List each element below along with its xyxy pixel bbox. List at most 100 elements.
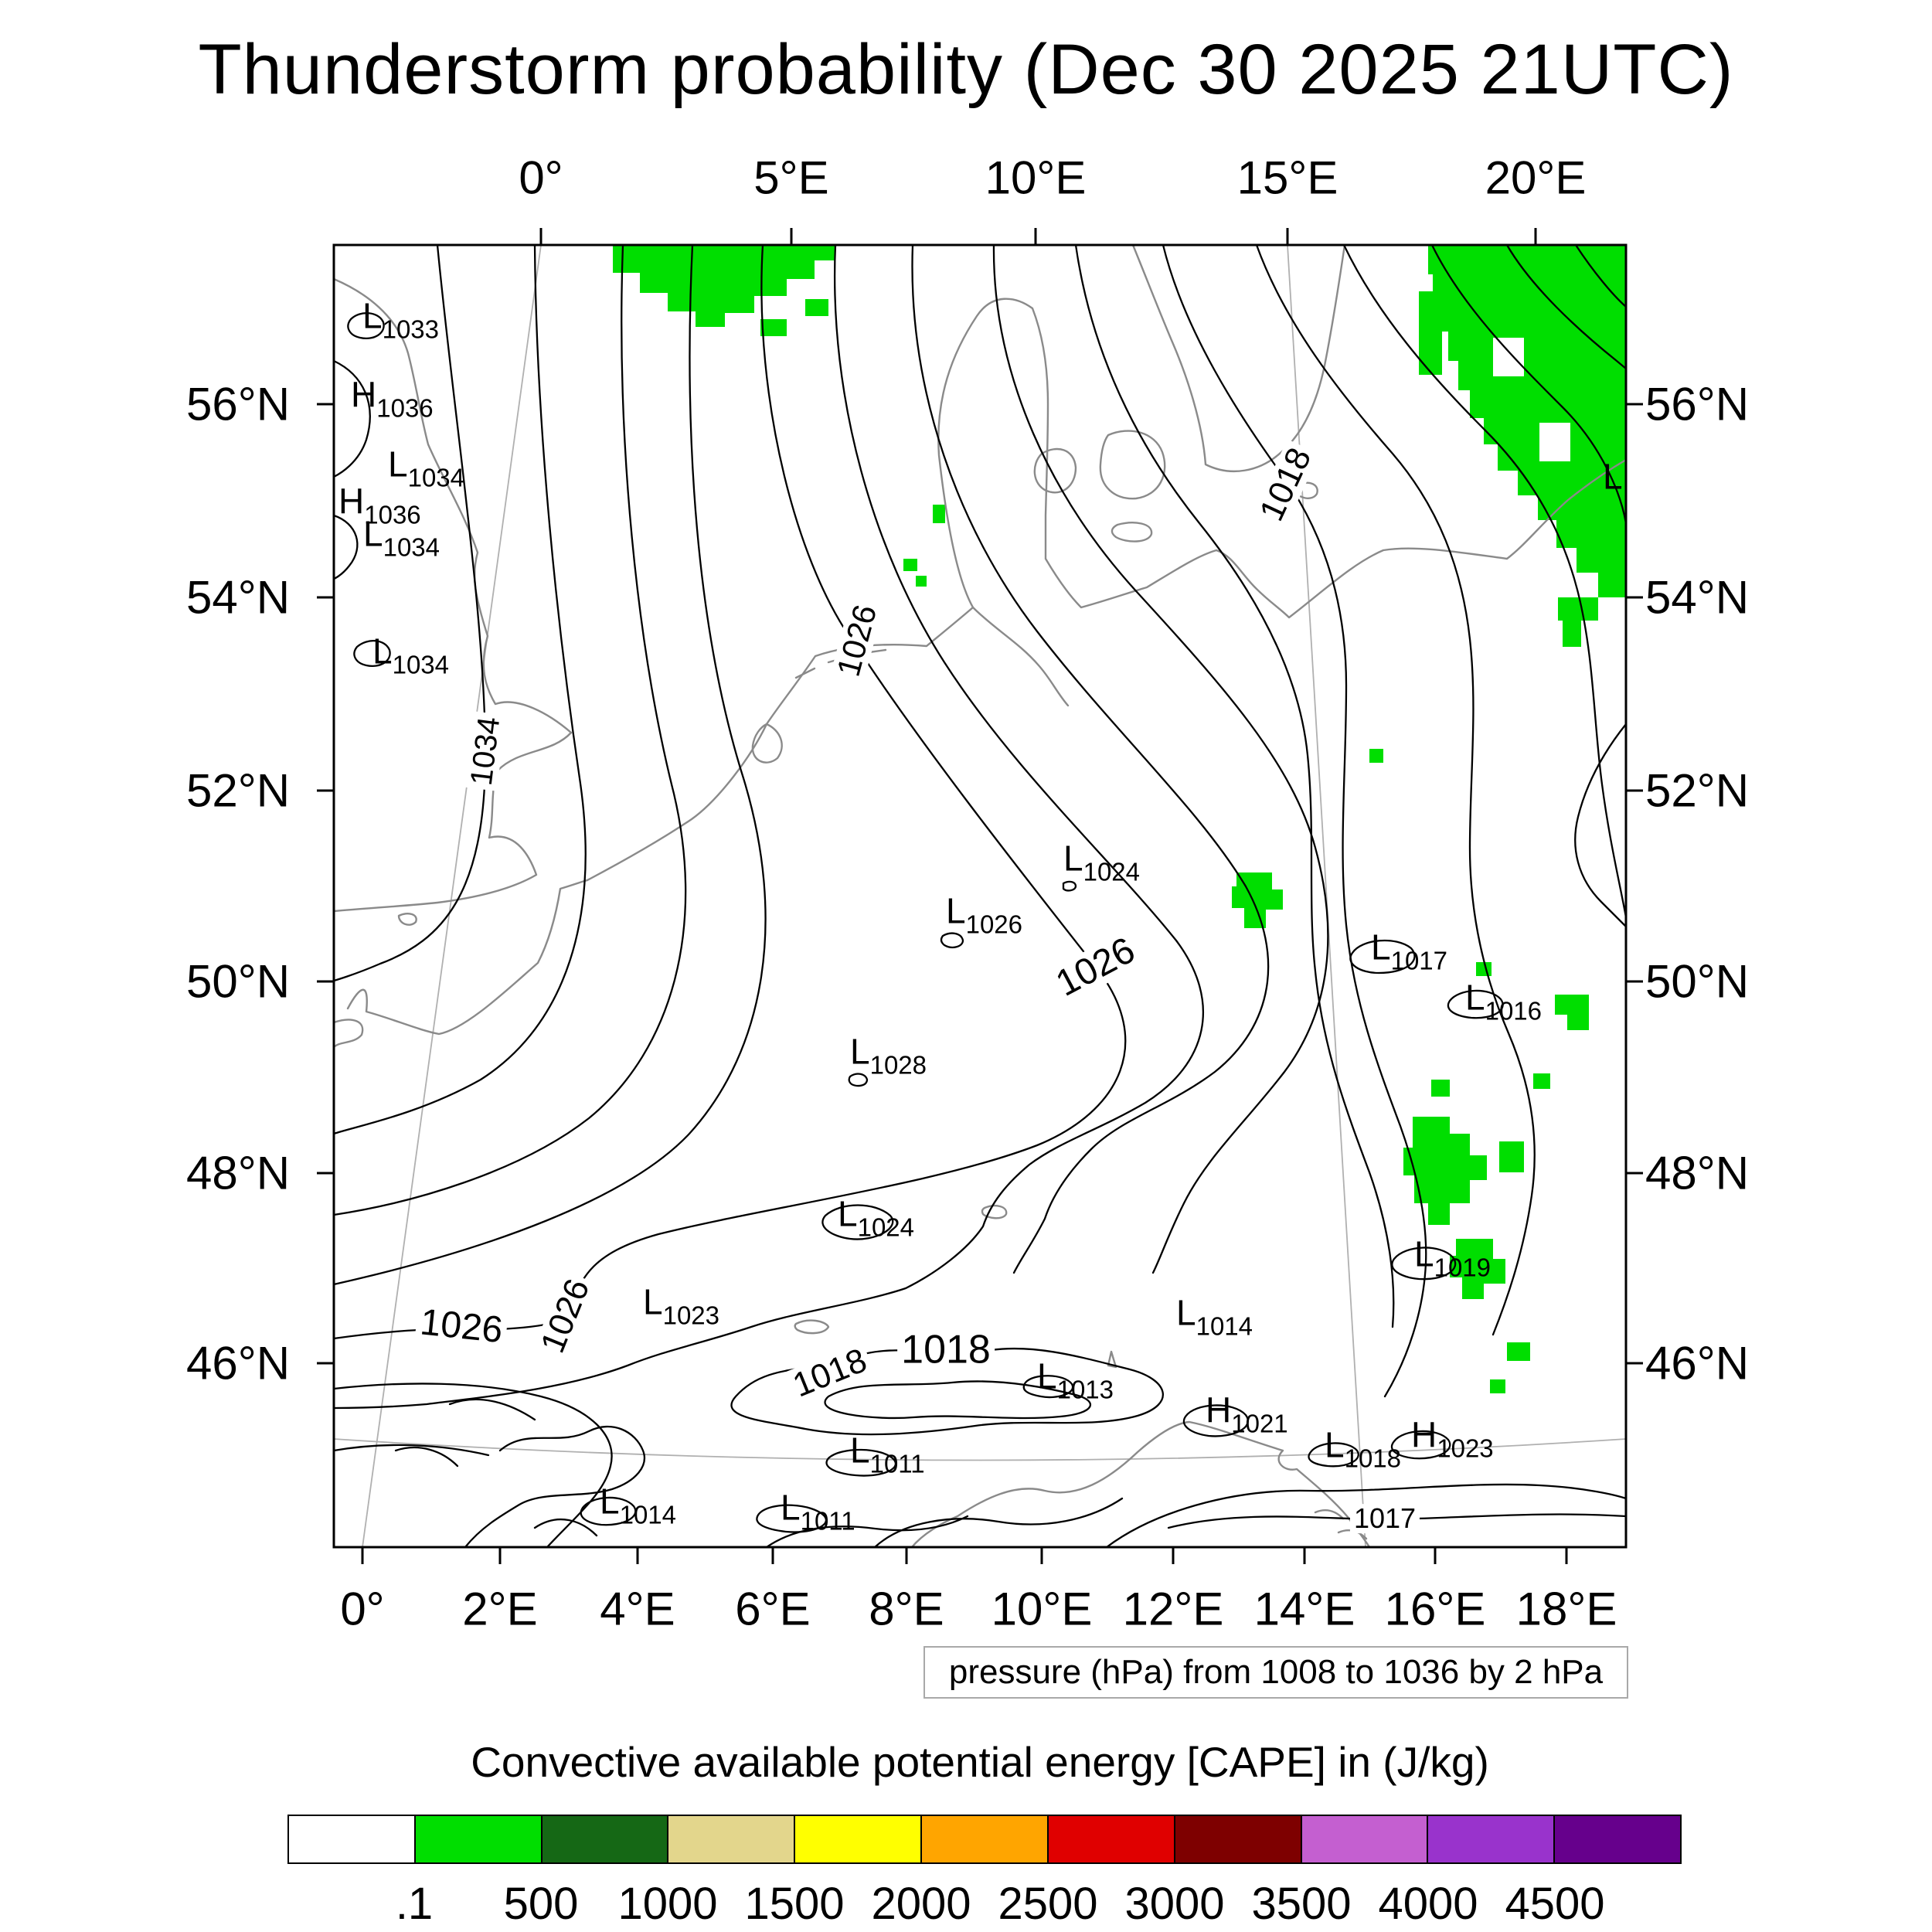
pressure-letter: L [850, 1031, 870, 1072]
cape-colorbar-cell [540, 1815, 669, 1864]
pressure-value: 1019 [1434, 1253, 1492, 1282]
pressure-letter: L [1371, 927, 1391, 968]
pressure-value: 1036 [364, 500, 421, 529]
pressure-center-marker: L1028 [850, 1034, 927, 1078]
pressure-letter: L [1037, 1355, 1057, 1396]
pressure-center-marker: L1024 [838, 1196, 914, 1240]
pressure-letter: L [850, 1430, 870, 1471]
pressure-value: 1011 [869, 1449, 925, 1478]
pressure-center-marker: L1014 [1176, 1295, 1253, 1339]
cape-colorbar-tick-label: 1000 [617, 1879, 718, 1929]
bottom-axis-label: 0° [340, 1583, 385, 1635]
pressure-letter: L [643, 1281, 663, 1322]
left-axis-label: 46°N [185, 1337, 291, 1389]
pressure-center-marker: L1011 [850, 1433, 925, 1477]
cape-colorbar [287, 1815, 1682, 1864]
cape-legend-title: Convective available potential energy [C… [471, 1738, 1489, 1786]
pressure-letter: L [946, 890, 966, 931]
cape-colorbar-cell [1173, 1815, 1302, 1864]
cape-colorbar-cell [287, 1815, 416, 1864]
pressure-value: 1033 [382, 315, 440, 344]
pressure-value: 1011 [800, 1506, 855, 1536]
pressure-center-marker: L1026 [946, 893, 1022, 937]
pressure-center-marker: L1034 [388, 447, 464, 491]
pressure-letter: H [351, 374, 377, 415]
right-axis-label: 52°N [1645, 764, 1750, 817]
pressure-center-marker: L1017 [1371, 930, 1447, 974]
cape-colorbar-cell [413, 1815, 543, 1864]
cape-colorbar-tick-label: 2000 [871, 1879, 971, 1929]
cape-colorbar-cell [667, 1815, 796, 1864]
pressure-letter: L [388, 444, 408, 485]
pressure-letter: L [600, 1481, 620, 1522]
bottom-axis-label: 16°E [1384, 1583, 1486, 1635]
pressure-center-marker: L1024 [1063, 841, 1140, 885]
bottom-axis-label: 6°E [735, 1583, 811, 1635]
map-frame [332, 243, 1628, 1549]
pressure-value: 1013 [1056, 1375, 1114, 1404]
pressure-center-marker: L [1603, 459, 1623, 503]
pressure-letter: H [338, 481, 365, 522]
right-axis-label: 54°N [1645, 571, 1750, 624]
top-axis-label: 15°E [1236, 151, 1338, 204]
top-axis-label: 0° [519, 151, 563, 204]
contour-inline-label: 1018 [1252, 439, 1320, 530]
contour-inline-label: 1018 [784, 1341, 876, 1406]
bottom-axis-label: 18°E [1515, 1583, 1617, 1635]
pressure-letter: L [1063, 838, 1083, 879]
pressure-value: 1014 [1196, 1311, 1253, 1341]
right-axis-label: 50°N [1645, 955, 1750, 1008]
contour-inline-label: 1018 [897, 1329, 995, 1372]
pressure-center-marker: L1018 [1325, 1427, 1401, 1471]
cape-colorbar-tick-label: 2500 [998, 1879, 1098, 1929]
right-axis-label: 48°N [1645, 1147, 1750, 1199]
pressure-value: 1028 [869, 1050, 927, 1080]
pressure-range-caption: pressure (hPa) from 1008 to 1036 by 2 hP… [923, 1646, 1628, 1699]
pressure-letter: L [372, 631, 393, 672]
contour-inline-label: 1017 [1349, 1504, 1420, 1533]
right-axis-label: 46°N [1645, 1337, 1750, 1389]
bottom-axis-label: 12°E [1122, 1583, 1224, 1635]
contour-inline-label: 1026 [414, 1301, 509, 1351]
map-canvas [317, 228, 1643, 1564]
pressure-center-marker: L1014 [600, 1484, 676, 1528]
cape-colorbar-cell [794, 1815, 923, 1864]
left-axis-label: 50°N [185, 955, 291, 1008]
cape-colorbar-tick-label: 3500 [1251, 1879, 1352, 1929]
pressure-value: 1024 [857, 1213, 915, 1242]
contour-inline-label: 1026 [533, 1270, 598, 1362]
pressure-value: 1034 [392, 650, 450, 679]
pressure-center-marker: L1013 [1037, 1359, 1114, 1403]
contour-inline-label: 1034 [464, 711, 506, 791]
cape-colorbar-tick-label: 4000 [1378, 1879, 1478, 1929]
pressure-value: 1036 [376, 393, 434, 423]
pressure-value: 1026 [965, 910, 1023, 939]
cape-colorbar-cell [1300, 1815, 1429, 1864]
cape-colorbar-tick-label: 3000 [1124, 1879, 1225, 1929]
pressure-letter: L [838, 1193, 858, 1234]
top-axis-label: 20°E [1485, 151, 1587, 204]
pressure-center-marker: H1036 [351, 377, 434, 421]
contour-inline-label: 1026 [830, 597, 884, 684]
left-axis-label: 54°N [185, 571, 291, 624]
pressure-center-marker: L1023 [643, 1284, 719, 1328]
pressure-value: 1023 [1437, 1434, 1494, 1463]
pressure-value: 1016 [1485, 996, 1543, 1026]
pressure-letter: L [1325, 1424, 1345, 1465]
cape-colorbar-cell [1046, 1815, 1175, 1864]
cape-colorbar-tick-label: 1500 [744, 1879, 845, 1929]
bottom-axis-label: 14°E [1253, 1583, 1355, 1635]
pressure-center-marker: L1016 [1465, 980, 1542, 1024]
pressure-letter: L [1603, 456, 1623, 497]
pressure-center-marker: H1021 [1206, 1393, 1288, 1437]
pressure-value: 1017 [1390, 946, 1448, 975]
pressure-letter: H [1206, 1389, 1232, 1430]
pressure-letter: H [1411, 1414, 1437, 1455]
pressure-letter: L [362, 295, 383, 336]
pressure-center-marker: L1019 [1414, 1236, 1491, 1281]
right-axis-label: 56°N [1645, 378, 1750, 430]
page-title: Thunderstorm probability (Dec 30 2025 21… [198, 30, 1734, 109]
pressure-value: 1018 [1344, 1444, 1402, 1473]
pressure-value: 1023 [662, 1301, 720, 1330]
pressure-value: 1034 [383, 532, 440, 562]
